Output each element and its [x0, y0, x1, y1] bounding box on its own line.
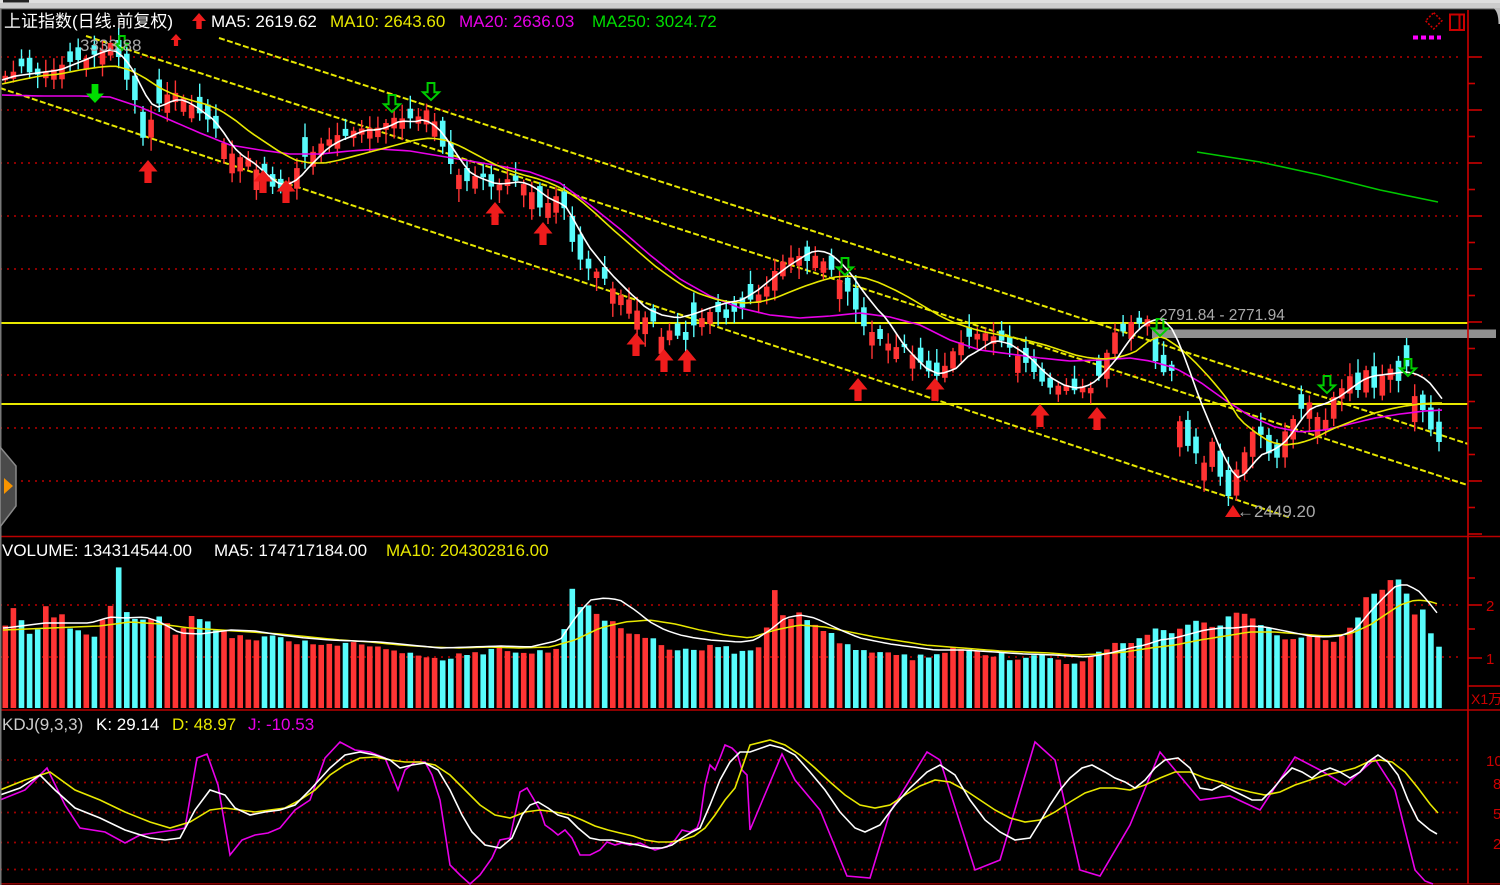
svg-text:MA10: 2643.60: MA10: 2643.60 — [330, 12, 445, 31]
svg-text:MA5: 2619.62: MA5: 2619.62 — [211, 12, 317, 31]
svg-text:MA5: 174717184.00: MA5: 174717184.00 — [214, 541, 367, 560]
svg-text:KDJ(9,3,3): KDJ(9,3,3) — [2, 715, 83, 734]
svg-text:VOLUME: 134314544.00: VOLUME: 134314544.00 — [2, 541, 192, 560]
svg-text:MA250: 3024.72: MA250: 3024.72 — [592, 12, 717, 31]
svg-text:D: 48.97: D: 48.97 — [172, 715, 236, 734]
svg-text:3333.88: 3333.88 — [80, 36, 141, 55]
svg-text:上证指数(日线.前复权): 上证指数(日线.前复权) — [4, 12, 173, 31]
svg-text:2: 2 — [1493, 836, 1500, 853]
svg-text:10: 10 — [1486, 753, 1500, 770]
svg-text:X1万: X1万 — [1471, 691, 1500, 707]
svg-text:MA10: 204302816.00: MA10: 204302816.00 — [386, 541, 549, 560]
svg-text:J: -10.53: J: -10.53 — [248, 715, 314, 734]
svg-text:K: 29.14: K: 29.14 — [96, 715, 159, 734]
svg-text:MA20: 2636.03: MA20: 2636.03 — [459, 12, 574, 31]
svg-text:1: 1 — [1486, 651, 1494, 668]
svg-text:←2449.20: ←2449.20 — [1237, 502, 1315, 521]
svg-text:5: 5 — [1493, 806, 1500, 823]
svg-text:2: 2 — [1486, 598, 1494, 615]
svg-text:8: 8 — [1493, 776, 1500, 793]
svg-text:2791.84 - 2771.94: 2791.84 - 2771.94 — [1159, 307, 1285, 324]
